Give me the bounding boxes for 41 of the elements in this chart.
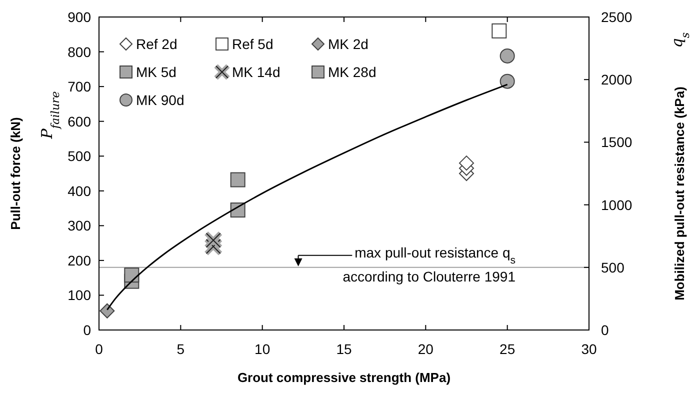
legend-label: Ref 2d (136, 36, 178, 52)
ref-line-label: max pull-out resistance q$_{s}$ according to Clouterre 1991 (342, 244, 516, 284)
y-tick-label: 800 (68, 44, 92, 60)
x-tick-label: 15 (336, 341, 352, 357)
y-tick-label: 0 (83, 322, 92, 338)
point (459, 156, 474, 171)
x-tick-label: 5 (176, 341, 185, 357)
legend-label: MK 2d (328, 36, 368, 52)
y-tick-label: 500 (68, 148, 92, 164)
point (492, 23, 507, 38)
legend-label: Ref 5d (232, 36, 274, 52)
x-axis-title: Grout compressive strength (MPa) (237, 370, 451, 385)
y-axis-title: Pull-out force (kN) (8, 117, 23, 230)
y2-tick-label: 1500 (601, 134, 632, 150)
y2-axis-title: Mobilized pull-out resistance (kPa) (672, 86, 687, 300)
legend-label: MK 5d (136, 64, 176, 80)
y-tick-label: 100 (68, 287, 92, 304)
y2-tick-label: 1000 (601, 196, 632, 213)
point (100, 303, 115, 318)
point (500, 74, 515, 89)
legend-label: MK 28d (328, 64, 376, 80)
x-tick-label: 0 (95, 341, 104, 357)
legend-label: MK 14d (232, 64, 280, 80)
y-tick-label: 600 (68, 113, 92, 130)
y2-tick-label: 2500 (601, 9, 632, 25)
y-tick-label: 300 (68, 218, 92, 234)
y-tick-label: 900 (68, 9, 92, 25)
y2-tick-label: 0 (601, 322, 609, 338)
y2-tick-label: 500 (601, 259, 625, 276)
y-tick-label: 200 (68, 252, 92, 268)
y-tick-label: 700 (68, 78, 92, 95)
x-tick-label: 20 (418, 341, 434, 357)
x-tick-label: 25 (500, 341, 516, 357)
point (500, 48, 515, 64)
legend-label: MK 90d (136, 92, 184, 108)
x-tick-label: 10 (254, 341, 270, 357)
y-tick-label: 400 (68, 182, 92, 199)
y2-tick-label: 2000 (601, 72, 632, 88)
x-tick-label: 30 (581, 341, 597, 357)
point (124, 268, 140, 283)
point (230, 172, 246, 188)
